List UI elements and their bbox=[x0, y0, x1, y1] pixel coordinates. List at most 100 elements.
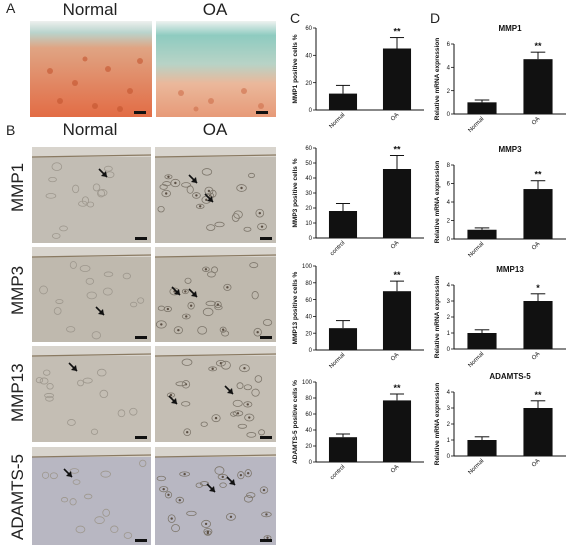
y-tick-label: 20 bbox=[305, 331, 312, 337]
y-tick-label: 1 bbox=[447, 438, 451, 444]
y-axis-label: MMP3 positive cells % bbox=[292, 158, 299, 227]
x-tick-label: Normal bbox=[467, 458, 485, 476]
y-axis-label: Relative mRNA expression bbox=[434, 161, 441, 244]
row-label-mmp1: MMP1 bbox=[8, 162, 27, 212]
bar-chart-svg: MMP1 positive cells % 0 20 40 60 Normal ** OA bbox=[292, 26, 424, 130]
ihc-image bbox=[155, 247, 276, 342]
y-tick-label: 80 bbox=[305, 396, 312, 402]
row-label-adamts5: ADAMTS-5 bbox=[8, 454, 27, 540]
panel-b-oa-header: OA bbox=[202, 120, 228, 139]
x-tick-label: OA bbox=[390, 240, 400, 250]
y-tick-label: 6 bbox=[447, 182, 451, 188]
arrow-icon bbox=[98, 168, 108, 178]
bar bbox=[328, 211, 358, 238]
ihc-image-graphic bbox=[32, 447, 151, 545]
y-axis-label: ADAMTS-5 positive cells % bbox=[292, 380, 299, 464]
ihc-image bbox=[155, 447, 276, 545]
ihc-image bbox=[155, 346, 276, 442]
bar-chart: MMP1 Relative mRNA expression 0 2 4 6 Normal **… bbox=[432, 22, 572, 136]
x-tick-label: OA bbox=[531, 351, 541, 361]
arrow-icon bbox=[95, 306, 105, 316]
panel-a-letter: A bbox=[6, 0, 16, 16]
chart-title: MMP13 bbox=[496, 265, 524, 274]
chart-title: ADAMTS-5 bbox=[489, 372, 531, 381]
y-tick-label: 0 bbox=[447, 237, 451, 243]
significance-label: * bbox=[536, 283, 540, 293]
y-tick-label: 60 bbox=[305, 298, 312, 304]
y-axis-label: Relative mRNA expression bbox=[434, 276, 441, 359]
bar-chart: ADAMTS-5 positive cells % 0 20 40 60 80 100 con… bbox=[290, 378, 430, 484]
ihc-image bbox=[32, 147, 151, 243]
bar bbox=[467, 333, 497, 349]
significance-label: ** bbox=[393, 27, 401, 37]
y-tick-label: 2 bbox=[447, 422, 451, 428]
significance-label: ** bbox=[534, 170, 542, 180]
y-tick-label: 0 bbox=[309, 348, 313, 354]
ihc-image-graphic bbox=[32, 247, 151, 342]
bar bbox=[523, 189, 553, 239]
y-tick-label: 2 bbox=[447, 219, 451, 225]
x-tick-label: Normal bbox=[467, 241, 485, 259]
y-tick-label: 60 bbox=[305, 412, 312, 418]
x-tick-label: OA bbox=[531, 458, 541, 468]
bar-chart: MMP1 positive cells % 0 20 40 60 Normal ** OA bbox=[290, 20, 430, 132]
scale-bar bbox=[135, 539, 147, 542]
bar-chart: MMP3 Relative mRNA expression 0 2 4 6 8 Normal *… bbox=[432, 143, 572, 261]
panel-a-normal-image bbox=[30, 21, 152, 117]
scale-bar bbox=[260, 539, 272, 542]
bar-chart: MMP13 Relative mRNA expression 0 1 2 3 4 Normal… bbox=[432, 263, 572, 371]
y-tick-label: 40 bbox=[305, 176, 312, 182]
arrow-icon bbox=[224, 385, 234, 395]
scale-bar bbox=[260, 336, 272, 339]
y-tick-label: 1 bbox=[447, 331, 451, 337]
y-tick-label: 4 bbox=[447, 200, 451, 206]
scale-bar bbox=[260, 436, 272, 439]
y-tick-label: 0 bbox=[447, 347, 451, 353]
scale-bar bbox=[135, 237, 147, 240]
panel-a-oa-header: OA bbox=[202, 0, 228, 19]
ihc-image bbox=[32, 447, 151, 545]
bar bbox=[328, 328, 358, 350]
y-tick-label: 4 bbox=[447, 66, 451, 72]
ihc-image-graphic bbox=[32, 346, 151, 442]
x-tick-label: OA bbox=[390, 352, 400, 362]
panel-a-oa-image bbox=[156, 21, 276, 117]
x-tick-label: OA bbox=[390, 464, 400, 474]
bar-chart-svg: MMP13 positive cells % 0 20 40 60 80 100 Normal… bbox=[292, 264, 424, 370]
y-tick-label: 3 bbox=[447, 406, 451, 412]
ihc-image-graphic bbox=[155, 247, 276, 342]
bar bbox=[328, 437, 358, 462]
bar bbox=[328, 93, 358, 110]
significance-label: ** bbox=[534, 390, 542, 400]
x-tick-label: Normal bbox=[328, 112, 346, 130]
bar-chart: MMP3 positive cells % 0 10 20 30 40 50 60 contro… bbox=[290, 140, 430, 260]
bar bbox=[523, 301, 553, 349]
bar-chart-svg: MMP3 Relative mRNA expression 0 2 4 6 8 Normal *… bbox=[434, 145, 566, 259]
bar-chart: MMP13 positive cells % 0 20 40 60 80 100 Normal… bbox=[290, 262, 430, 372]
bar-chart-svg: ADAMTS-5 positive cells % 0 20 40 60 80 100 con… bbox=[292, 380, 424, 481]
scale-bar bbox=[135, 436, 147, 439]
bar bbox=[523, 408, 553, 456]
bar-chart-svg: MMP1 Relative mRNA expression 0 2 4 6 Normal **… bbox=[434, 24, 566, 134]
ihc-image bbox=[32, 346, 151, 442]
chart-title: MMP1 bbox=[498, 24, 522, 33]
arrow-icon bbox=[168, 395, 178, 405]
arrow-icon bbox=[63, 468, 73, 478]
bar-chart-svg: MMP13 Relative mRNA expression 0 1 2 3 4 Normal… bbox=[434, 265, 566, 369]
chart-title: MMP3 bbox=[498, 145, 522, 154]
x-tick-label: OA bbox=[531, 116, 541, 126]
panel-d-letter: D bbox=[430, 10, 441, 26]
panel-a-normal-header: Normal bbox=[62, 0, 118, 19]
scale-bar bbox=[256, 111, 268, 114]
y-tick-label: 4 bbox=[447, 283, 451, 289]
y-tick-label: 40 bbox=[305, 54, 312, 60]
y-tick-label: 80 bbox=[305, 281, 312, 287]
bar-chart-svg: ADAMTS-5 Relative mRNA expression 0 1 2 3 4 Nor… bbox=[434, 372, 566, 476]
y-axis-label: MMP13 positive cells % bbox=[292, 271, 299, 344]
y-axis-label: Relative mRNA expression bbox=[434, 383, 441, 466]
x-tick-label: Normal bbox=[467, 351, 485, 369]
arrow-icon bbox=[226, 476, 236, 486]
scale-bar bbox=[134, 111, 146, 114]
bar bbox=[467, 440, 497, 456]
arrow-icon bbox=[68, 362, 78, 372]
